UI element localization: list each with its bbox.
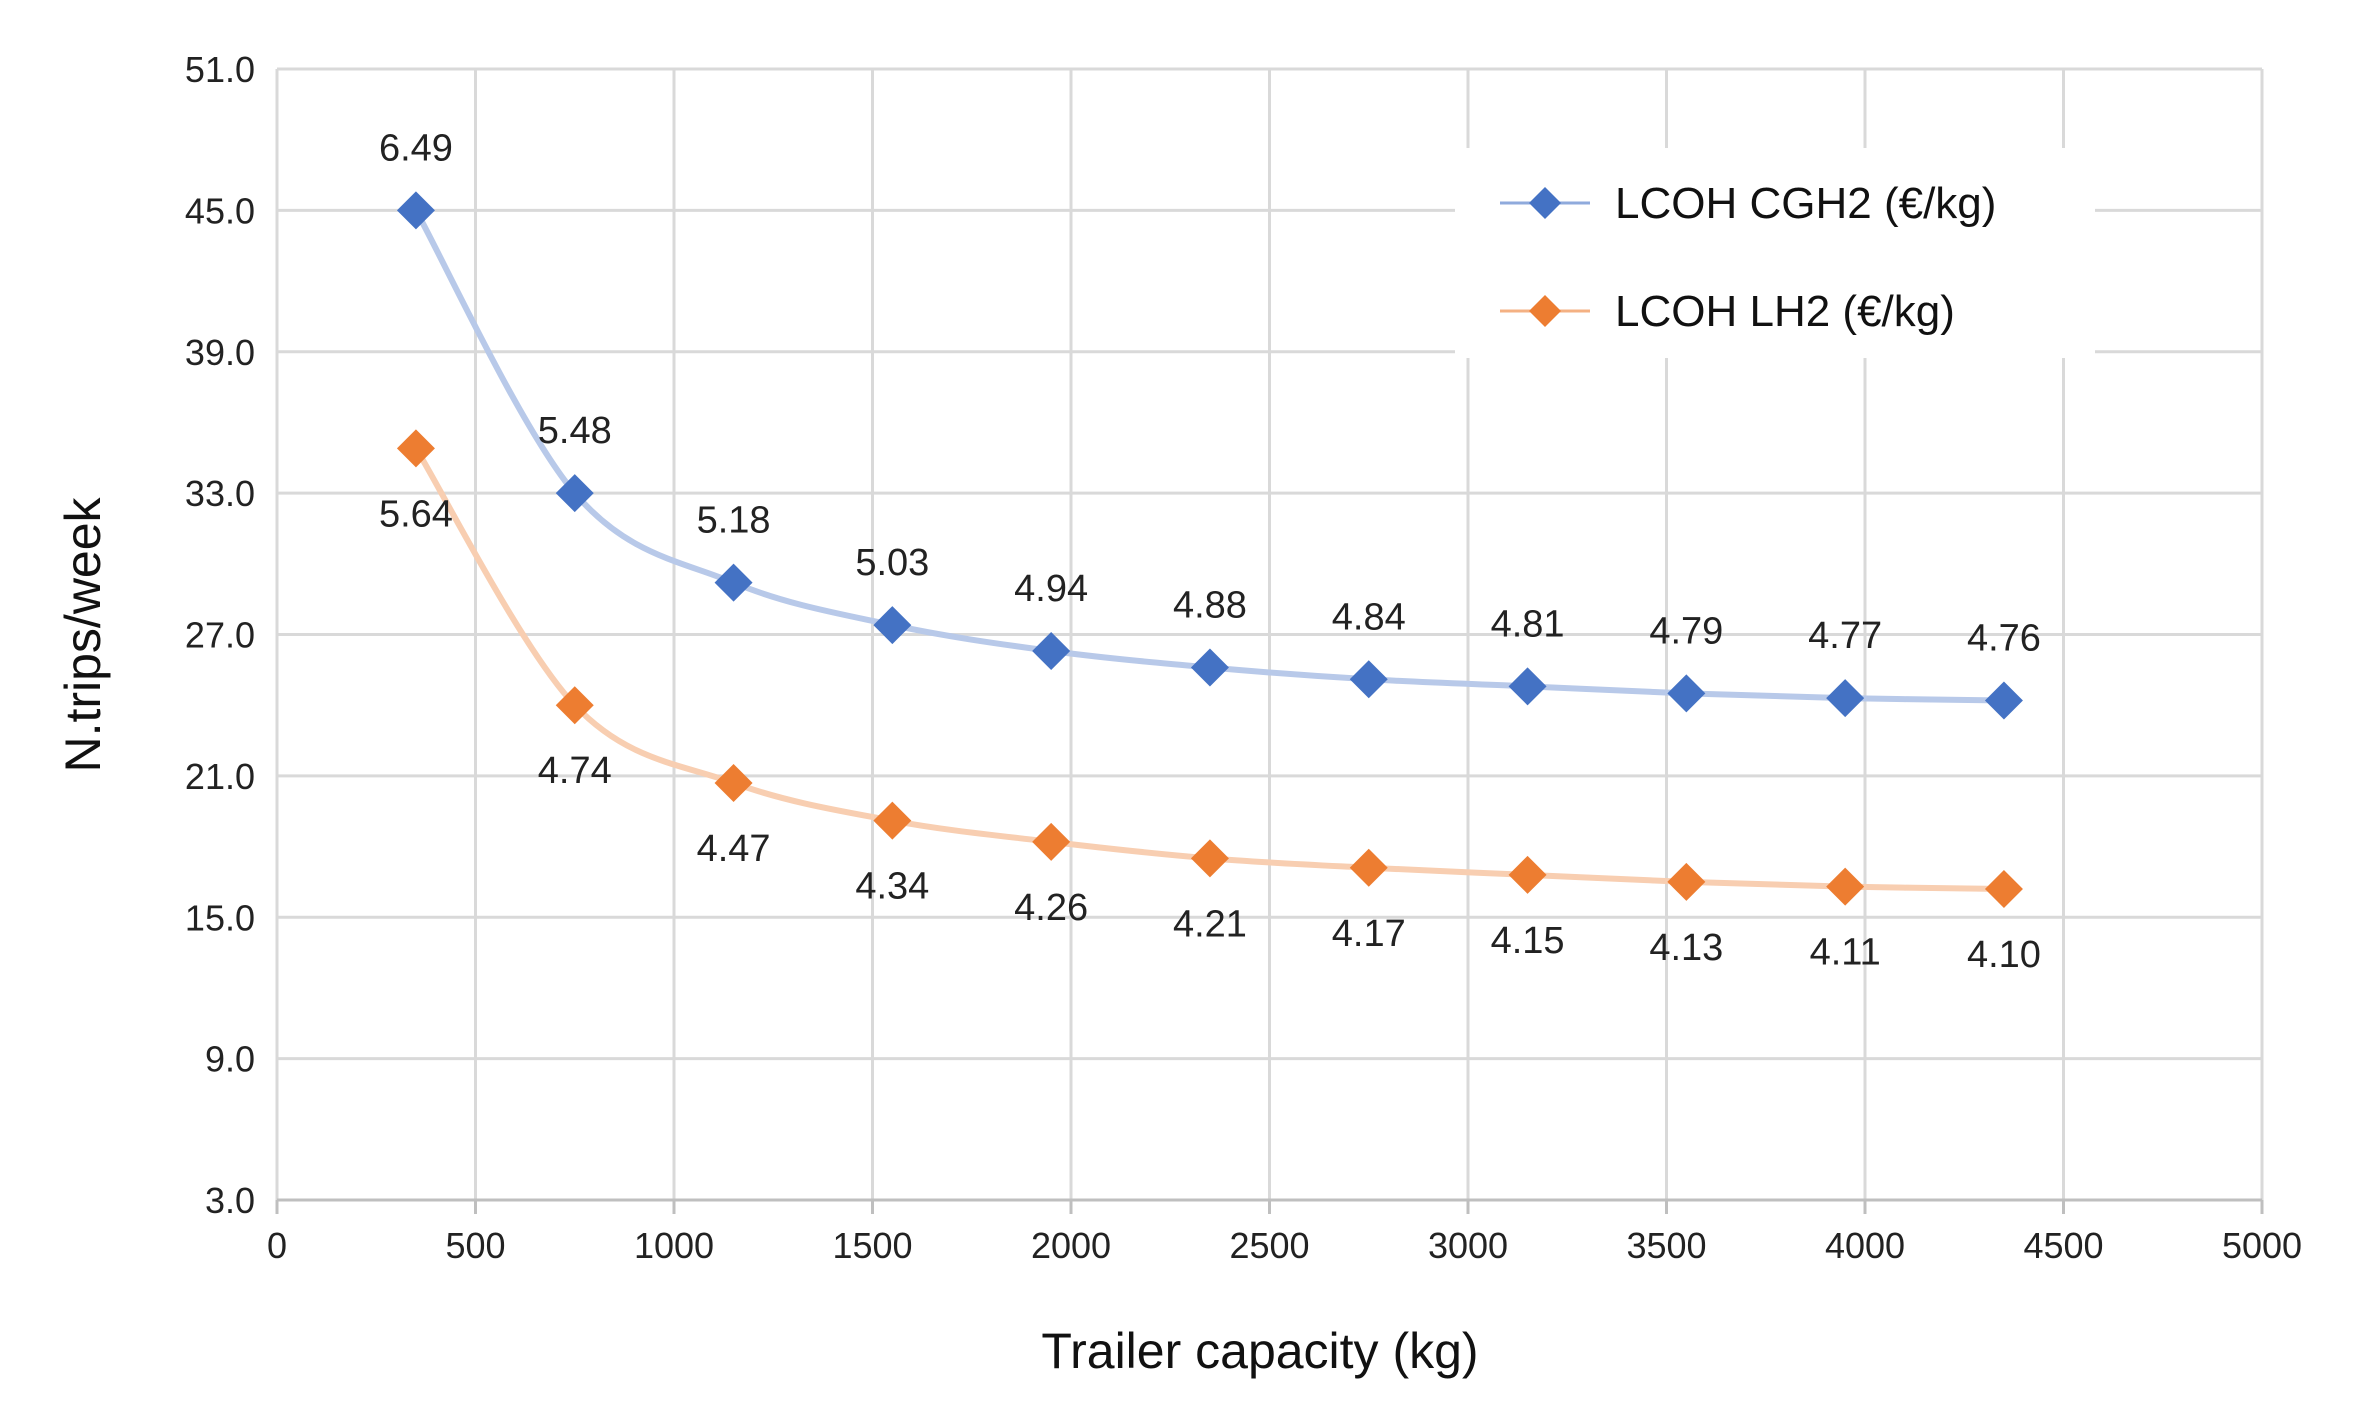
data-point-lh2	[396, 429, 435, 468]
data-label-lh2: 4.10	[1967, 934, 2041, 976]
data-label-lh2: 4.17	[1332, 913, 1406, 955]
y-axis-title: N.trips/week	[55, 496, 111, 772]
data-point-cgh2	[555, 474, 594, 513]
data-point-cgh2	[1349, 660, 1388, 699]
data-point-lh2	[1349, 848, 1388, 887]
data-point-cgh2	[1190, 648, 1229, 687]
y-tick-label: 45.0	[185, 190, 255, 231]
axes	[275, 1198, 2264, 1214]
data-label-cgh2: 6.49	[379, 127, 453, 169]
data-label-cgh2: 4.76	[1967, 617, 2041, 659]
data-label-cgh2: 4.77	[1808, 615, 1882, 657]
series-line-cgh2	[413, 208, 2004, 704]
y-tick-label: 27.0	[185, 615, 255, 656]
data-point-lh2	[1190, 839, 1229, 878]
x-tick-label: 4000	[1825, 1225, 1905, 1266]
series	[396, 191, 2023, 908]
data-point-lh2	[1984, 869, 2023, 908]
legend-background	[1455, 148, 2095, 358]
y-tick-label: 33.0	[185, 473, 255, 514]
x-tick-label: 4500	[2023, 1225, 2103, 1266]
data-label-cgh2: 5.03	[855, 542, 929, 584]
data-point-cgh2	[873, 606, 912, 645]
data-label-cgh2: 4.88	[1173, 584, 1247, 626]
data-point-lh2	[1508, 855, 1547, 894]
data-point-lh2	[714, 763, 753, 802]
data-label-lh2: 4.11	[1810, 932, 1881, 974]
tick-labels: 3.0 9.0 15.0 21.0 27.0 33.0 39.0 45.0 51.0 0 500 10…	[185, 49, 2302, 1266]
data-label-lh2: 4.26	[1014, 887, 1088, 929]
data-label-lh2: 4.34	[855, 866, 929, 908]
x-tick-label: 5000	[2222, 1225, 2302, 1266]
x-tick-label: 0	[267, 1225, 287, 1266]
data-label-lh2: 5.64	[379, 493, 453, 535]
x-tick-label: 2000	[1031, 1225, 1111, 1266]
legend: LCOH CGH2 (€/kg) LCOH LH2 (€/kg)	[1455, 148, 2095, 358]
data-label-lh2: 4.47	[697, 828, 771, 870]
data-label-cgh2: 4.81	[1491, 603, 1565, 645]
data-label-cgh2: 4.94	[1014, 568, 1088, 610]
data-point-lh2	[555, 686, 594, 725]
y-tick-label: 9.0	[205, 1039, 255, 1080]
x-tick-label: 1000	[634, 1225, 714, 1266]
x-tick-label: 2500	[1229, 1225, 1309, 1266]
data-point-cgh2	[1667, 674, 1706, 713]
data-labels: 6.49 5.48 5.18 5.03 4.94 4.88 4.84 4.81 4.79 4.77…	[379, 127, 2041, 976]
y-tick-label: 39.0	[185, 332, 255, 373]
data-point-cgh2	[1984, 681, 2023, 720]
data-point-lh2	[873, 801, 912, 840]
y-tick-label: 51.0	[185, 49, 255, 90]
gridlines	[275, 67, 2264, 1202]
y-tick-label: 21.0	[185, 756, 255, 797]
data-label-cgh2: 5.48	[538, 410, 612, 452]
x-tick-label: 3500	[1626, 1225, 1706, 1266]
legend-marker-lh2	[1529, 295, 1561, 327]
data-label-lh2: 4.13	[1649, 927, 1723, 969]
data-label-cgh2: 5.18	[697, 500, 771, 542]
data-point-cgh2	[1826, 679, 1865, 718]
legend-label-cgh2: LCOH CGH2 (€/kg)	[1615, 179, 1996, 228]
legend-label-lh2: LCOH LH2 (€/kg)	[1615, 287, 1955, 336]
x-tick-label: 500	[445, 1225, 505, 1266]
x-tick-label: 1500	[832, 1225, 912, 1266]
data-label-lh2: 4.15	[1491, 920, 1565, 962]
data-label-lh2: 4.74	[538, 750, 612, 792]
data-point-lh2	[1667, 862, 1706, 901]
y-tick-label: 15.0	[185, 897, 255, 938]
data-label-cgh2: 4.79	[1649, 610, 1723, 652]
data-point-lh2	[1032, 822, 1071, 861]
data-label-cgh2: 4.84	[1332, 596, 1406, 638]
series-line-lh2	[413, 446, 2004, 892]
data-point-cgh2	[1032, 631, 1071, 670]
legend-marker-cgh2	[1529, 187, 1561, 219]
data-point-lh2	[1826, 867, 1865, 906]
x-axis-title: Trailer capacity (kg)	[1041, 1323, 1478, 1379]
data-point-cgh2	[714, 563, 753, 602]
x-tick-label: 3000	[1428, 1225, 1508, 1266]
data-point-cgh2	[396, 191, 435, 230]
data-label-lh2: 4.21	[1173, 903, 1247, 945]
y-tick-label: 3.0	[205, 1180, 255, 1221]
data-point-cgh2	[1508, 667, 1547, 706]
